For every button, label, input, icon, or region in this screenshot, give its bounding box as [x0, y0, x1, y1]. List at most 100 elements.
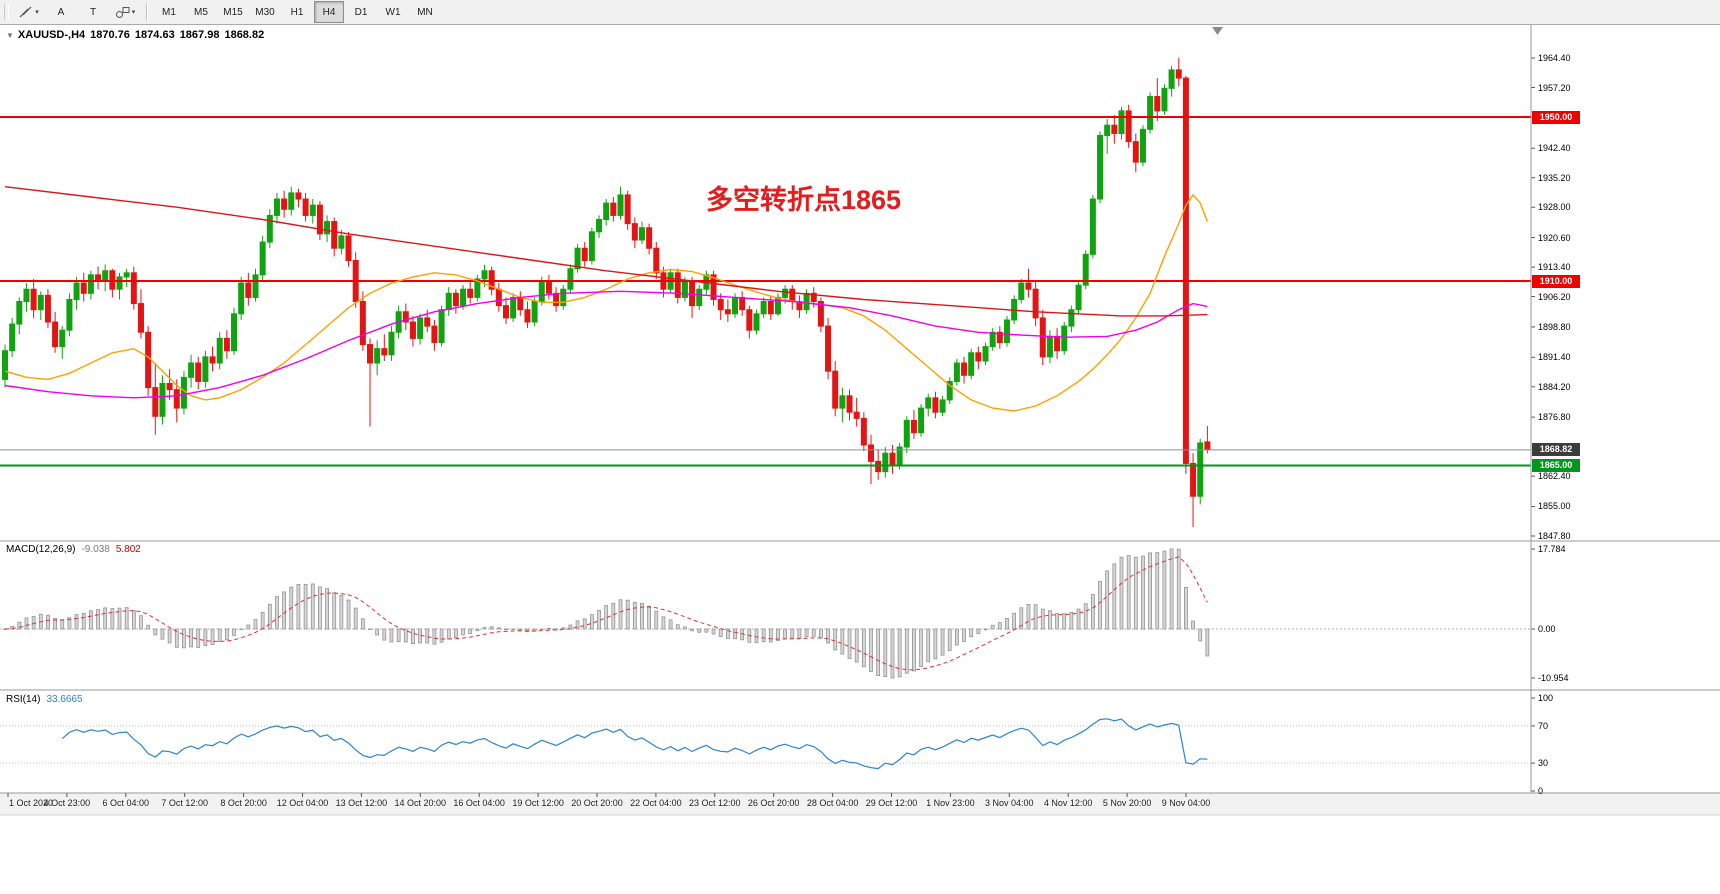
time-axis-label[interactable]: 26 Oct 20:00	[747, 798, 800, 808]
macd-histogram-bar	[1048, 610, 1052, 630]
time-axis-label[interactable]: 19 Oct 12:00	[512, 798, 564, 808]
macd-histogram-bar	[890, 628, 895, 679]
time-axis-label[interactable]: 28 Oct 04:00	[806, 798, 859, 808]
candle-body	[137, 303, 144, 333]
dropdown-caret-icon: ▾	[131, 9, 136, 16]
candle-body	[875, 460, 882, 473]
price-axis-label: 1884.20	[1538, 381, 1571, 392]
time-axis-label[interactable]: 13 Oct 12:00	[335, 798, 388, 808]
text-tool-button[interactable]: T	[78, 1, 108, 23]
timeframe-h1[interactable]: H1	[290, 6, 304, 18]
macd-histogram-bar	[411, 628, 415, 644]
candle-body	[1175, 69, 1182, 79]
timeframe-w1[interactable]: W1	[385, 6, 401, 18]
macd-histogram-bar	[296, 584, 301, 630]
candle-body	[381, 348, 388, 356]
candle-body	[374, 348, 381, 364]
time-axis-label[interactable]: 16 Oct 04:00	[453, 798, 505, 808]
macd-value: -9.038	[81, 544, 110, 555]
text-label-t: T	[89, 6, 97, 18]
macd-histogram-bar	[117, 607, 122, 630]
macd-histogram-bar	[926, 628, 931, 663]
timeframe-m30[interactable]: M30	[255, 6, 275, 18]
candle-body	[882, 452, 889, 473]
toolbar-grip[interactable]	[4, 4, 9, 20]
candle-body	[1161, 87, 1168, 112]
ma-slow-red	[4, 186, 1208, 317]
time-axis-label[interactable]: 20 Oct 20:00	[571, 798, 623, 808]
macd-histogram-bar	[182, 628, 186, 649]
timeframe-m15[interactable]: M15	[223, 6, 243, 18]
time-axis-label[interactable]: 7 Oct 12:00	[161, 798, 208, 808]
macd-histogram-bar	[224, 628, 229, 641]
trendline-icon	[19, 6, 32, 17]
candle-body	[73, 282, 80, 300]
candle-body	[59, 329, 66, 348]
time-axis-label[interactable]: 1 Oct 2020	[8, 798, 54, 808]
candle-body	[817, 301, 824, 327]
macd-histogram-bar	[962, 628, 966, 642]
time-axis-strip	[0, 793, 1720, 815]
ma-mid-magenta	[4, 290, 1208, 399]
time-axis-label[interactable]: 12 Oct 04:00	[276, 798, 329, 808]
macd-histogram-bar	[1119, 556, 1124, 630]
shapes-icon	[115, 6, 130, 18]
time-axis-label[interactable]: 22 Oct 04:00	[630, 798, 682, 808]
candle-body	[946, 380, 953, 401]
chart-shift-marker[interactable]	[1212, 27, 1223, 35]
macd-histogram-bar	[833, 628, 838, 651]
macd-histogram-bar	[589, 614, 594, 630]
macd-histogram-bar	[547, 627, 551, 630]
candle-body	[932, 397, 939, 413]
macd-histogram-bar	[761, 628, 766, 643]
price-axis-label: 1920.60	[1538, 232, 1571, 243]
time-axis-label[interactable]: 9 Nov 04:00	[1161, 798, 1211, 808]
shapes-button[interactable]: ▾	[110, 1, 140, 23]
candle-body	[603, 202, 610, 221]
macd-histogram-bar	[733, 628, 737, 640]
ma-fast-orange	[4, 193, 1209, 412]
macd-histogram-bar	[461, 628, 465, 636]
time-axis-label[interactable]: 4 Nov 12:00	[1043, 798, 1093, 808]
ohlc-high: 1874.63	[134, 29, 175, 41]
time-axis-label[interactable]: 1 Nov 23:00	[926, 798, 975, 808]
time-axis-label[interactable]: 5 Nov 20:00	[1102, 798, 1152, 808]
time-axis-label[interactable]: 6 Oct 04:00	[102, 798, 150, 808]
candle-body	[696, 288, 703, 307]
macd-histogram-bar	[160, 628, 165, 640]
macd-histogram-bar	[1105, 570, 1110, 630]
candle-body	[574, 247, 581, 270]
macd-histogram-bar	[539, 628, 544, 630]
timeframe-h4[interactable]: H4	[314, 1, 344, 23]
timeframe-m5[interactable]: M5	[194, 6, 208, 18]
macd-histogram-bar	[368, 628, 372, 630]
macd-histogram-bar	[654, 610, 659, 630]
candle-body	[238, 282, 245, 315]
text-label-button[interactable]: A	[46, 1, 76, 23]
macd-histogram-bar	[103, 607, 108, 630]
macd-axis-label: 0.00	[1538, 624, 1556, 634]
candle-body	[438, 309, 445, 344]
time-axis-label[interactable]: 14 Oct 20:00	[394, 798, 447, 808]
time-axis-label[interactable]: 8 Oct 20:00	[220, 798, 267, 808]
candle-body	[331, 221, 338, 249]
time-axis-label[interactable]: 4 Oct 23:00	[43, 798, 91, 808]
candle-body	[531, 301, 538, 323]
macd-histogram-bar	[217, 628, 222, 642]
macd-histogram-bar	[976, 628, 981, 634]
line-studies-button[interactable]: ▾	[14, 1, 44, 23]
macd-histogram-bar	[1062, 613, 1067, 630]
timeframe-mn[interactable]: MN	[417, 6, 433, 18]
time-axis-label[interactable]: 29 Oct 12:00	[865, 798, 918, 808]
timeframe-d1[interactable]: D1	[354, 6, 368, 18]
time-axis-label[interactable]: 3 Nov 04:00	[985, 798, 1034, 808]
candle-body	[982, 346, 989, 362]
macd-histogram-bar	[876, 628, 881, 676]
candle-body	[1097, 134, 1104, 200]
price-axis-label: 1862.40	[1538, 471, 1571, 482]
expand-arrow-icon[interactable]: ▼	[6, 31, 14, 40]
time-axis-label[interactable]: 23 Oct 12:00	[689, 798, 741, 808]
timeframe-m1[interactable]: M1	[162, 6, 176, 18]
macd-histogram-bar	[883, 628, 888, 678]
